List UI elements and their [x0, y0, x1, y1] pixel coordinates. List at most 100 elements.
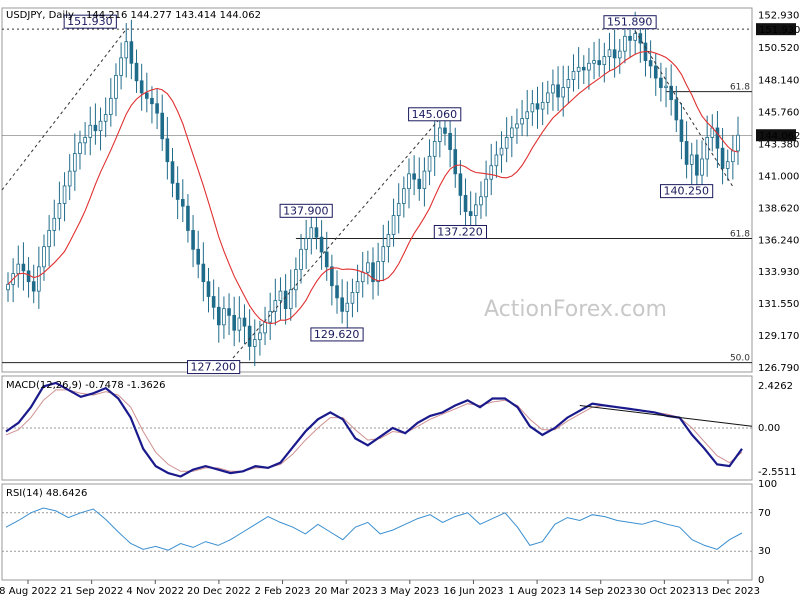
macd-title: MACD(12,26,9) -0.7478 -1.3626 [6, 380, 166, 391]
candle-body [273, 300, 278, 312]
candle-body [535, 103, 540, 110]
candle-body [227, 308, 231, 316]
price-tick-label: 150.520 [758, 43, 799, 54]
candle-body [720, 147, 725, 169]
candle-body [324, 251, 329, 268]
rsi-panel-frame [1, 483, 753, 581]
candle-body [299, 248, 303, 270]
candle-body [42, 246, 46, 268]
candle-body [587, 62, 591, 71]
trendline-rise [1, 28, 127, 191]
candle-body [330, 266, 334, 287]
macd-main-line [5, 381, 743, 478]
candle-body [252, 339, 257, 347]
candle-body [103, 114, 108, 122]
candle-body [83, 137, 87, 144]
candle-body [576, 66, 581, 72]
candle-body [201, 263, 206, 283]
candle-body [57, 203, 62, 219]
candle-body [648, 60, 653, 67]
candle-body [134, 62, 139, 82]
candle-body [155, 103, 159, 114]
candle-body [674, 99, 679, 121]
candle-body [540, 101, 545, 110]
rsi-title: RSI(14) 48.6426 [6, 488, 87, 499]
macd-divergence-line [579, 404, 753, 427]
candle-body [725, 161, 730, 169]
candle-body [432, 141, 437, 157]
date-axis-ticks: 8 Aug 2022 21 Sep 2022 4 Nov 2022 20 Dec 20… [0, 580, 760, 597]
candle-body [360, 271, 365, 283]
candle-body [139, 80, 144, 94]
rsi-line [5, 507, 743, 551]
rsi-series-line [5, 507, 743, 551]
candle-body [16, 263, 21, 274]
fib-level-label: 61.8 [730, 83, 750, 93]
candle-body [407, 173, 411, 190]
candle-body [474, 204, 478, 217]
candle-body [376, 261, 380, 283]
macd-lines [5, 381, 753, 478]
macd-tick-label: 2.4262 [758, 381, 793, 392]
candle-body [592, 60, 596, 64]
candle-body [180, 199, 185, 207]
candle-body [438, 127, 442, 142]
pivot-label: 151.930 [67, 15, 113, 28]
candle-body [242, 317, 247, 327]
price-trendlines [1, 28, 734, 363]
candle-body [67, 170, 72, 187]
candle-body [304, 238, 308, 250]
price-annotations: 151.930 127.200 137.900 129.620 145.060 137.2… [63, 14, 714, 375]
candle-body [206, 281, 211, 297]
candle-body [160, 112, 165, 140]
candle-body [165, 138, 170, 163]
candle-body [170, 161, 175, 184]
candle-body [602, 56, 607, 66]
candle-body [26, 270, 31, 283]
resistance-price-box-text: 151.930 [759, 25, 800, 36]
candle-body [309, 227, 314, 239]
candle-body [222, 308, 226, 326]
candle-body [520, 118, 524, 125]
candle-body [93, 124, 98, 132]
rsi-tick-label: 30 [758, 546, 771, 557]
candle-body [561, 87, 566, 98]
candle-body [530, 103, 535, 113]
candle-body [186, 205, 190, 231]
date-tick-label: 13 Dec 2023 [696, 586, 760, 597]
date-tick-label: 20 Mar 2023 [314, 586, 377, 597]
candle-body [551, 84, 555, 94]
candle-body [391, 215, 396, 235]
candle-body [319, 236, 324, 253]
price-tick-label: 131.550 [758, 299, 799, 310]
candle-body [638, 33, 643, 44]
rsi-tick-label: 100 [758, 479, 777, 490]
candle-body [294, 269, 298, 291]
candle-body [443, 127, 447, 134]
candle-body [73, 153, 77, 172]
ohlc-readout: 144.216 144.277 143.414 144.062 [86, 10, 261, 21]
candle-body [114, 75, 118, 99]
candle-body [350, 292, 355, 304]
pivot-label: 129.620 [314, 328, 360, 341]
candle-body [525, 111, 530, 119]
candle-body [422, 170, 427, 190]
symbol-title: USDJPY, Daily [6, 10, 74, 21]
candle-body [340, 297, 344, 312]
price-moving-average [7, 50, 739, 325]
price-tick-label: 136.240 [758, 236, 799, 247]
candle-body [715, 127, 720, 149]
candle-body [396, 203, 401, 217]
price-panel-frame [1, 7, 753, 373]
price-tick-label: 143.380 [758, 139, 799, 150]
candle-body [489, 165, 494, 180]
candle-body [494, 154, 499, 167]
pivot-box [408, 107, 462, 122]
pivot-box [310, 327, 364, 342]
candle-body [427, 155, 432, 172]
candle-body [700, 158, 704, 176]
candle-body [659, 77, 663, 88]
rsi-axis-ticks: 100 70 30 0 [758, 479, 777, 586]
candle-body [144, 92, 149, 99]
macd-tick-label: -2.5511 [758, 467, 797, 478]
